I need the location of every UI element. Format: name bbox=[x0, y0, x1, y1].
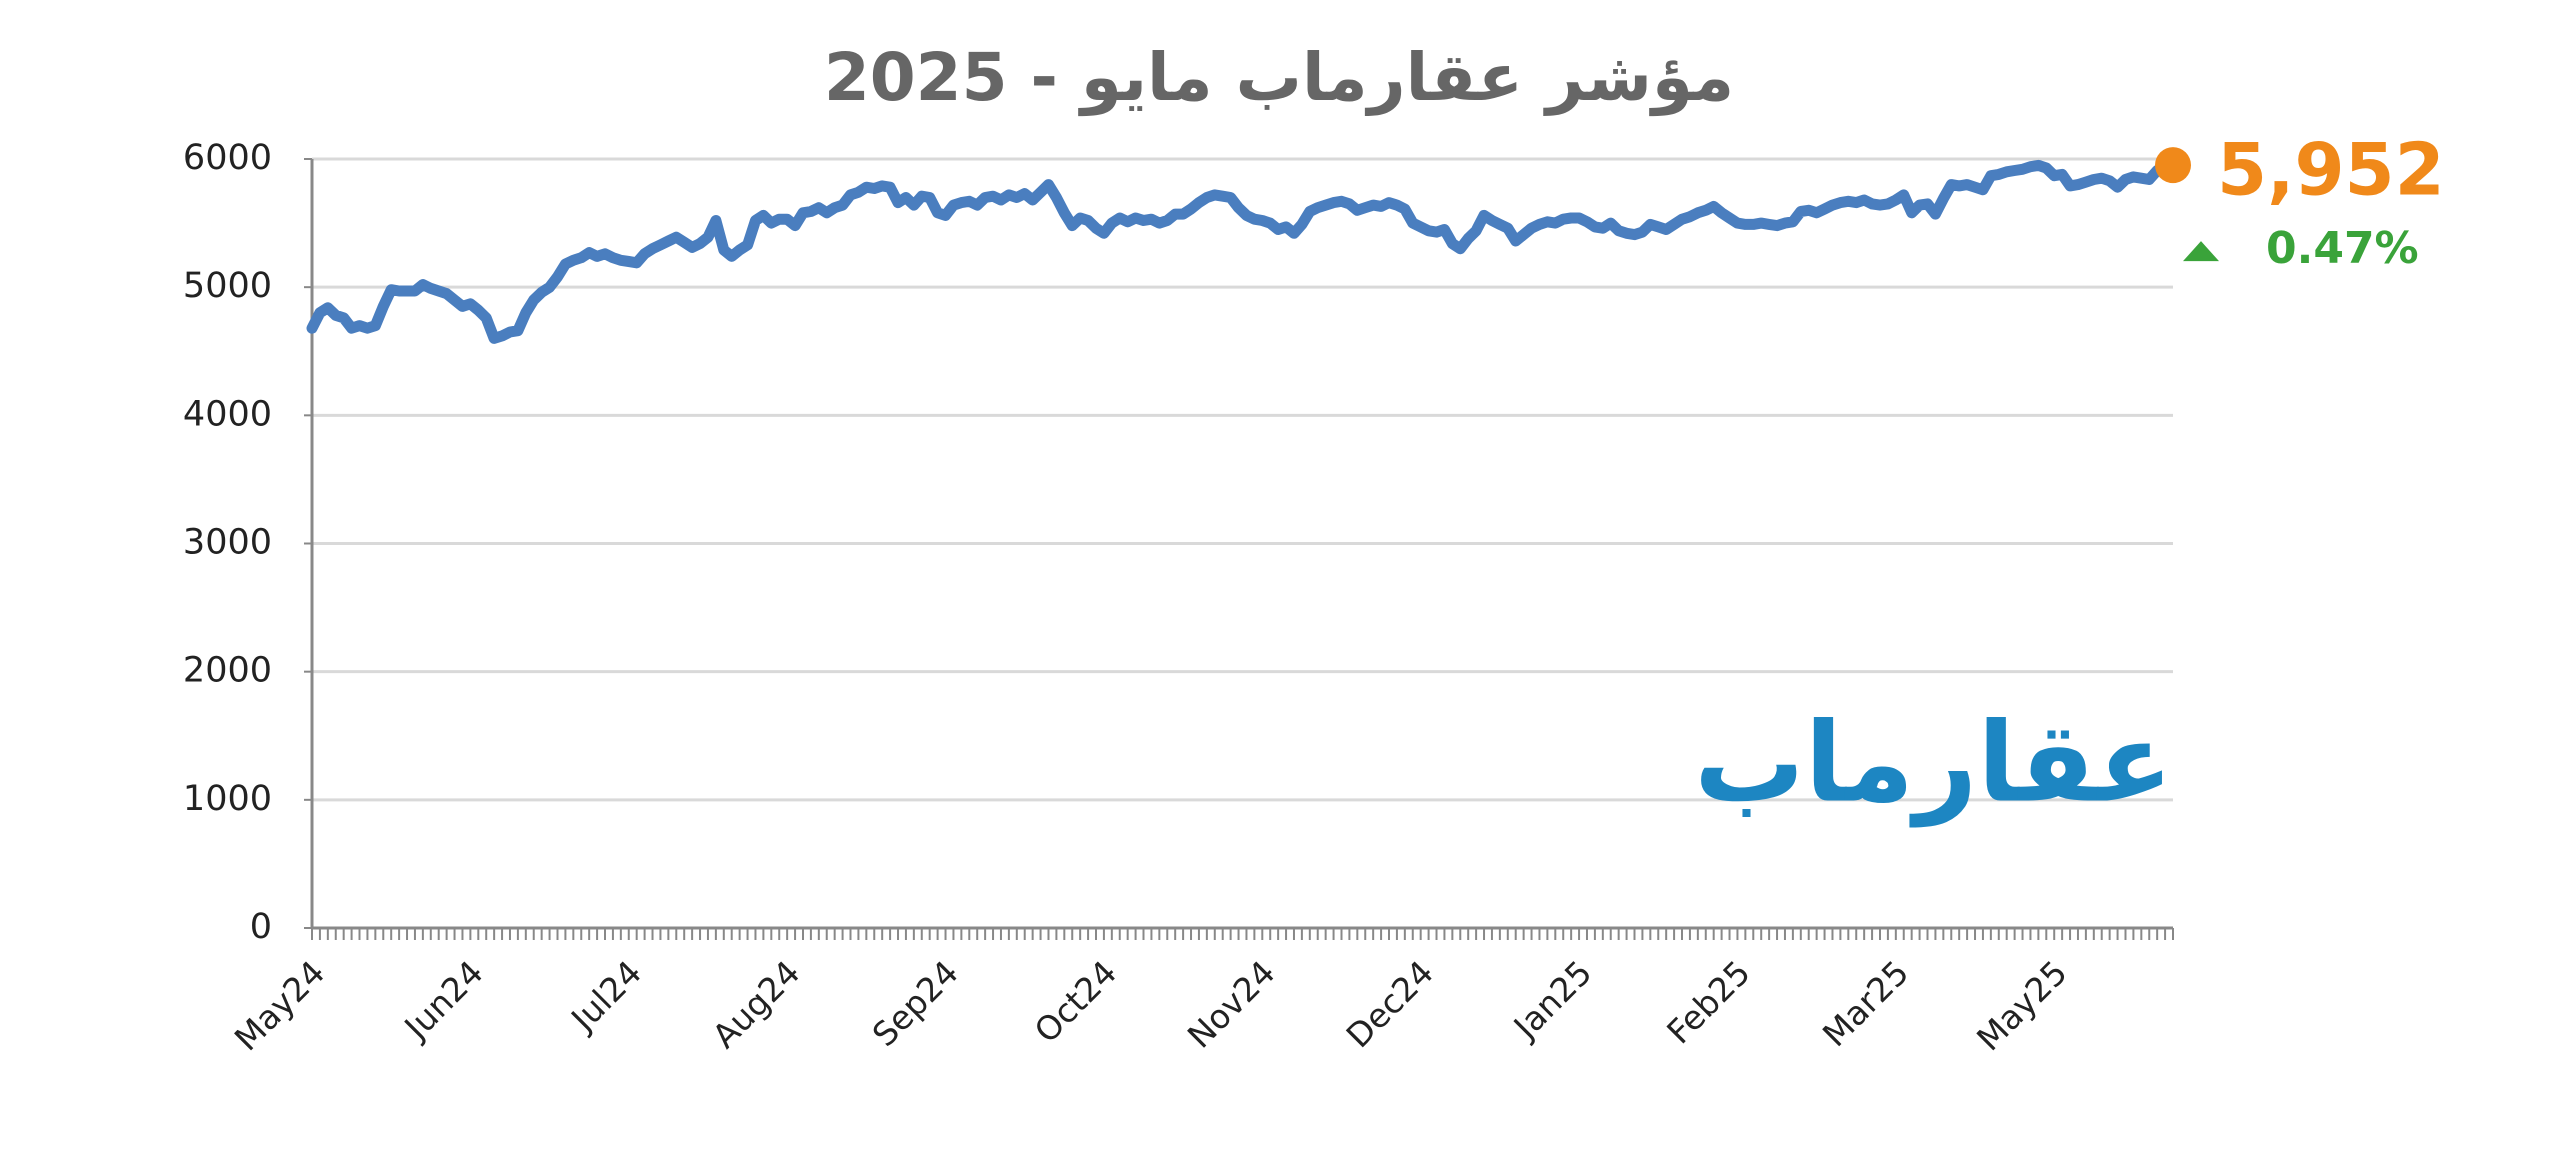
y-tick-label: 0 bbox=[250, 907, 272, 947]
y-tick-label: 4000 bbox=[183, 394, 272, 434]
x-tick-label: Dec24 bbox=[1339, 953, 1441, 1055]
x-tick-label: Nov24 bbox=[1180, 953, 1283, 1056]
x-tick-label: Feb25 bbox=[1659, 953, 1758, 1052]
chart-title: مؤشر عقارماب مايو - 2025 bbox=[824, 39, 1734, 117]
y-tick-label: 2000 bbox=[183, 651, 272, 691]
x-tick-label: Jul24 bbox=[562, 953, 649, 1040]
x-tick-label: May25 bbox=[1969, 953, 2075, 1059]
y-tick-label: 6000 bbox=[183, 138, 272, 178]
logo: عقارماب bbox=[1694, 698, 2173, 827]
x-tick-label: Jan25 bbox=[1505, 953, 1600, 1048]
x-tick-label: Mar25 bbox=[1815, 953, 1916, 1054]
series-line bbox=[306, 159, 2179, 344]
x-tick-label: Oct24 bbox=[1027, 953, 1125, 1051]
y-tick-label: 3000 bbox=[183, 523, 272, 563]
last-value-label: 5,952 bbox=[2217, 128, 2445, 212]
change-label: 0.47% bbox=[2266, 223, 2419, 274]
change-arrow bbox=[2183, 241, 2219, 262]
last-point bbox=[2155, 147, 2191, 184]
x-tick-label: May24 bbox=[227, 953, 333, 1059]
y-tick-label: 5000 bbox=[183, 266, 272, 306]
x-tick-label: Aug24 bbox=[705, 953, 808, 1056]
x-tick-label: Sep24 bbox=[865, 953, 966, 1054]
y-tick-label: 1000 bbox=[183, 779, 272, 819]
x-tick-label: Jun24 bbox=[396, 953, 491, 1048]
